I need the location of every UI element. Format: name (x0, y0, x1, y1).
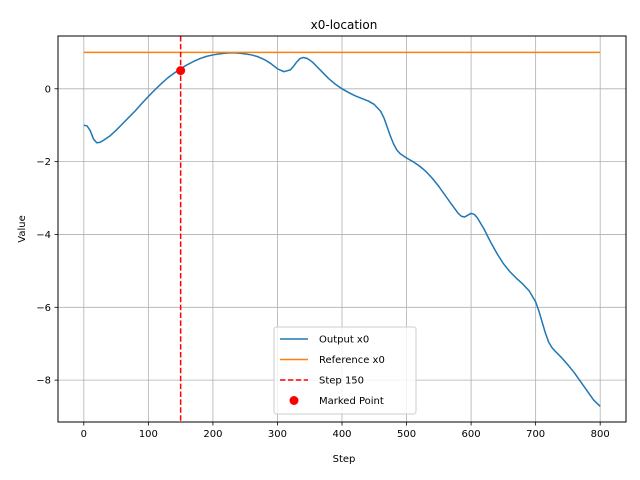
x-tick-label: 100 (139, 429, 158, 440)
series-line-output-x0 (83, 52, 601, 407)
legend-swatch-marked-point (289, 396, 299, 405)
legend-label-marked-point: Marked Point (319, 396, 384, 407)
x-tick-label: 200 (203, 429, 222, 440)
chart-title: x0-location (311, 18, 378, 32)
legend-label-reference-x0: Reference x0 (319, 355, 385, 366)
axis-ticks: 0 100 200 300 400 500 600 700 800 −8 −6 −4 −2 0 (36, 84, 609, 440)
y-tick-label: −4 (36, 230, 51, 241)
legend-label-step-150: Step 150 (319, 376, 364, 387)
y-tick-label: −2 (36, 157, 51, 168)
y-tick-label: 0 (45, 84, 51, 95)
x-tick-label: 500 (397, 429, 416, 440)
x-tick-label: 400 (332, 429, 351, 440)
marked-point (176, 66, 186, 76)
legend-box (273, 326, 417, 415)
x-tick-label: 800 (591, 429, 610, 440)
legend-label-output-x0: Output x0 (319, 335, 369, 346)
x-axis-label: Step (333, 454, 356, 465)
plot-area (83, 36, 601, 422)
x-tick-label: 0 (81, 429, 87, 440)
y-axis-label: Value (17, 215, 28, 242)
x-tick-label: 600 (462, 429, 481, 440)
legend: Output x0 Reference x0 Step 150 Marked Poin… (273, 326, 417, 415)
y-tick-label: −6 (36, 303, 51, 314)
y-tick-label: −8 (36, 376, 51, 387)
x-tick-label: 700 (526, 429, 545, 440)
x-tick-label: 300 (268, 429, 287, 440)
